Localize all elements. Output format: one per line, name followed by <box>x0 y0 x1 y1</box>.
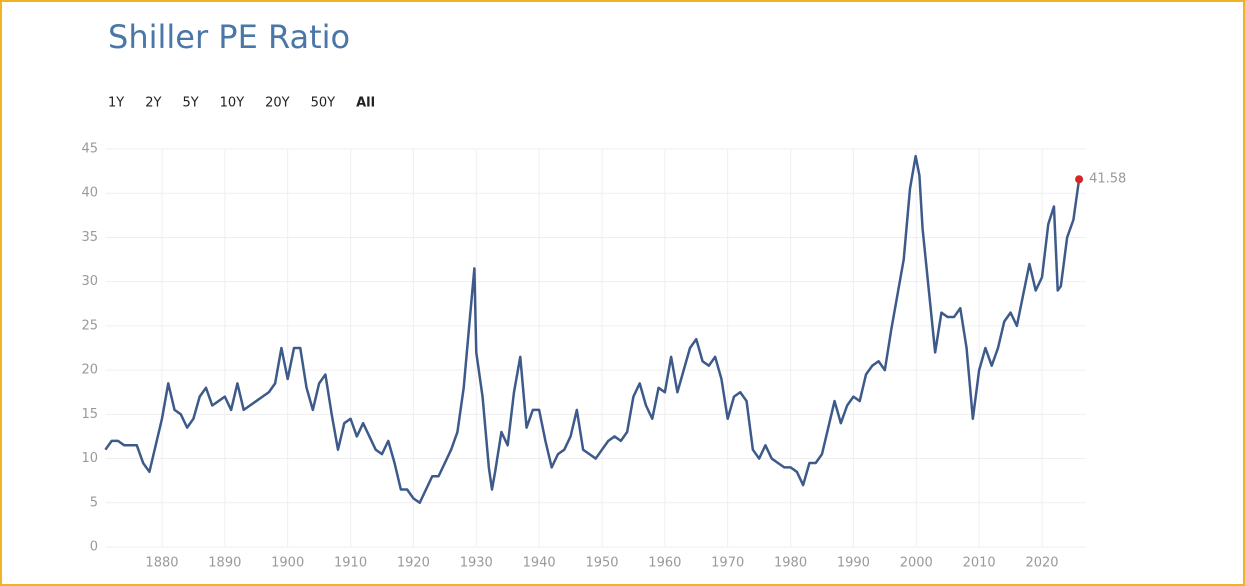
range-button[interactable]: 1Y <box>108 96 124 111</box>
x-tick-label: 1880 <box>145 556 178 571</box>
last-point <box>1075 175 1084 184</box>
x-tick-label: 1990 <box>837 556 870 571</box>
x-tick-label: 1950 <box>585 556 618 571</box>
y-tick-label: 45 <box>81 142 98 157</box>
range-button[interactable]: 5Y <box>182 96 198 111</box>
x-tick-label: 1980 <box>774 556 807 571</box>
y-tick-label: 0 <box>90 540 98 555</box>
x-tick-label: 1910 <box>334 556 367 571</box>
line <box>104 154 1081 505</box>
range-button[interactable]: All <box>356 96 375 111</box>
range-button[interactable]: 2Y <box>145 96 161 111</box>
x-tick-label: 1890 <box>208 556 241 571</box>
x-tick-label: 1970 <box>711 556 744 571</box>
y-tick-label: 10 <box>81 451 98 466</box>
y-tick-label: 25 <box>81 318 98 333</box>
range-button[interactable]: 10Y <box>220 96 245 111</box>
x-tick-label: 2000 <box>900 556 933 571</box>
y-tick-label: 5 <box>90 495 98 510</box>
x-tick-label: 1940 <box>523 556 556 571</box>
y-tick-label: 40 <box>81 186 98 201</box>
y-tick-label: 30 <box>81 274 98 289</box>
x-tick-label: 1960 <box>648 556 681 571</box>
range-button[interactable]: 50Y <box>311 96 336 111</box>
x-tick-label: 2020 <box>1025 556 1058 571</box>
x-tick-label: 1920 <box>397 556 430 571</box>
y-tick-label: 35 <box>81 230 98 245</box>
chart-title: Shiller PE Ratio <box>108 18 350 56</box>
x-tick-label: 1900 <box>271 556 304 571</box>
y-tick-label: 20 <box>81 363 98 378</box>
range-button[interactable]: 20Y <box>265 96 290 111</box>
x-tick-label: 1930 <box>460 556 493 571</box>
last-value-label: 41.58 <box>1089 172 1126 187</box>
y-tick-label: 15 <box>81 407 98 422</box>
x-tick-label: 2010 <box>963 556 996 571</box>
